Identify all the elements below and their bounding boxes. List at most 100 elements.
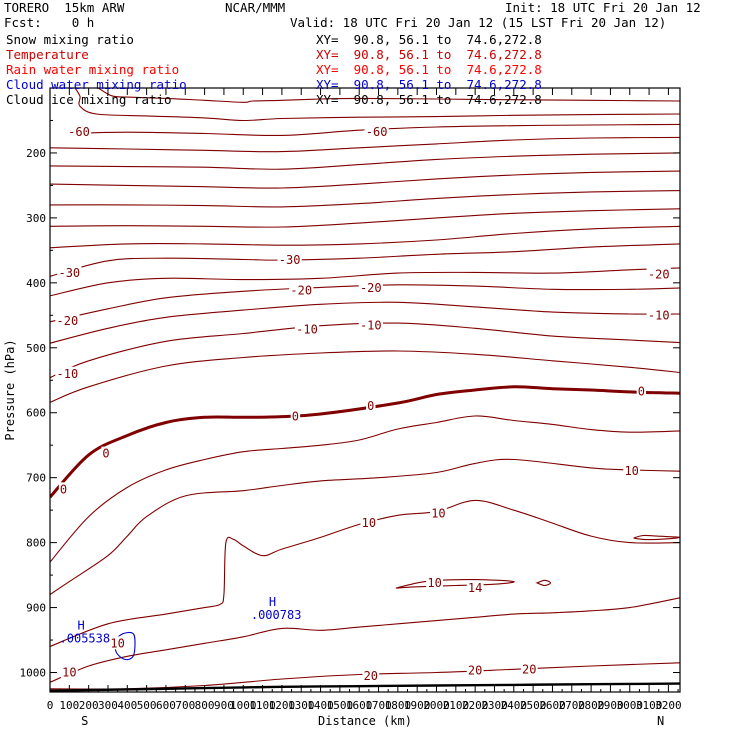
endpoint-north: N	[657, 714, 664, 728]
x-tick-label: 300	[98, 699, 118, 712]
x-tick-label: 2100	[443, 699, 470, 712]
x-tick-label: 3200	[655, 699, 682, 712]
contour-label-bg	[289, 283, 314, 297]
x-tick-label: 500	[137, 699, 157, 712]
temperature-label: 20	[522, 662, 536, 676]
x-tick-label: 2600	[539, 699, 566, 712]
temperature-contour	[50, 152, 680, 170]
x-tick-label: 1400	[307, 699, 334, 712]
y-tick-label: 600	[26, 407, 46, 420]
y-tick-label: 400	[26, 277, 46, 290]
contour-label-bg	[66, 125, 92, 139]
plot-frame	[49, 87, 681, 693]
endpoint-south: S	[81, 714, 88, 728]
contour-label-bg	[623, 464, 641, 478]
temperature-label: -60	[68, 125, 90, 139]
x-tick-label: 1300	[288, 699, 315, 712]
temperature-label: -20	[360, 281, 382, 295]
x-tick-label: 900	[214, 699, 234, 712]
forecast-hour: Fcst: 0 h	[4, 15, 95, 30]
contour-label-bg	[466, 581, 484, 595]
temperature-contour	[74, 88, 680, 122]
x-tick-label: 2800	[578, 699, 605, 712]
temperature-label: 0	[638, 384, 645, 398]
x-tick-label: 3000	[617, 699, 644, 712]
contour-label-bg	[358, 281, 383, 295]
x-tick-label: 2400	[501, 699, 528, 712]
temperature-label: 0	[367, 399, 374, 413]
temperature-contour	[50, 170, 680, 189]
temperature-label: -10	[360, 319, 382, 333]
temperature-contour	[50, 225, 680, 249]
temperature-closed-contour	[633, 534, 680, 541]
temperature-contour	[50, 301, 680, 344]
x-tick-label: 400	[117, 699, 137, 712]
valid-time: Valid: 18 UTC Fri 20 Jan 12 (15 LST Fri …	[290, 15, 667, 30]
x-tick-label: 600	[156, 699, 176, 712]
x-tick-label: 2900	[597, 699, 624, 712]
x-tick-label: 100	[59, 699, 79, 712]
legend-label-cloud-ice: Cloud ice mixing ratio	[6, 92, 172, 107]
init-time: Init: 18 UTC Fri 20 Jan 12	[505, 0, 701, 15]
legend-xy-cloud-water: XY= 90.8, 56.1 to 74.6,272.8	[316, 77, 542, 92]
x-axis-label: Distance (km)	[318, 714, 412, 728]
temperature-contour	[50, 267, 680, 297]
y-tick-label: 500	[26, 342, 46, 355]
temperature-label: 0	[102, 447, 109, 461]
temperature-contour	[50, 499, 680, 648]
contour-label-bg	[646, 308, 671, 322]
x-tick-label: 200	[79, 699, 99, 712]
contour-label-bg	[646, 267, 671, 281]
plot-area: -60 -60 -30 -30 -20 -20 -20 -20 -10 -10 -10 -10 0 0 0 0…	[50, 88, 680, 692]
x-tick-label: 1900	[404, 699, 431, 712]
temperature-label: -20	[290, 284, 312, 298]
x-tick-label: 800	[195, 699, 215, 712]
temperature-contour	[50, 385, 680, 499]
temperature-label: -10	[57, 367, 79, 381]
temperature-closed-contour	[535, 579, 552, 587]
y-tick-label: 800	[26, 537, 46, 550]
temperature-contour	[50, 350, 680, 403]
x-tick-label: 2000	[423, 699, 450, 712]
y-tick-label: 900	[26, 602, 46, 615]
temperature-label: -30	[58, 266, 80, 280]
legend-label-rain: Rain water mixing ratio	[6, 62, 180, 77]
temperature-contour	[50, 458, 680, 596]
x-tick-label: 1500	[327, 699, 354, 712]
legend-xy-temperature: XY= 90.8, 56.1 to 74.6,272.8	[316, 47, 542, 62]
cloud-water-contour	[113, 631, 136, 661]
x-tick-label: 1200	[269, 699, 296, 712]
temperature-label: 14	[468, 581, 482, 595]
cloud-water-max-value: .005538	[60, 631, 111, 645]
temperature-contour	[73, 123, 680, 137]
temperature-label: 0	[60, 482, 67, 496]
temperature-label: -20	[57, 314, 79, 328]
temperature-contour	[50, 243, 680, 277]
legend-xy-cloud-ice: XY= 90.8, 56.1 to 74.6,272.8	[316, 92, 542, 107]
contour-label-bg	[358, 318, 383, 332]
temperature-contour	[50, 415, 680, 563]
temperature-label: 10	[62, 666, 76, 680]
x-tick-label: 2300	[481, 699, 508, 712]
temperature-contour	[50, 208, 680, 228]
contour-label-bg	[360, 516, 378, 530]
x-tick-label: 1800	[385, 699, 412, 712]
x-tick-label: 2700	[559, 699, 586, 712]
x-tick-label: 1100	[249, 699, 276, 712]
x-tick-label: 1000	[230, 699, 257, 712]
temperature-contour	[98, 88, 680, 103]
center-title: NCAR/MMM	[225, 0, 286, 15]
legend-label-cloud-water: Cloud water mixing ratio	[6, 77, 187, 92]
contour-label-bg	[520, 662, 538, 676]
cloud-water-max-symbol: H	[78, 618, 85, 632]
x-tick-label: 2500	[520, 699, 547, 712]
temperature-contour	[50, 190, 680, 208]
legend-label-snow: Snow mixing ratio	[6, 32, 134, 47]
temperature-label: 10	[362, 516, 376, 530]
contour-label-bg	[364, 125, 389, 139]
temperature-label: 10	[431, 506, 445, 520]
legend-label-temperature: Temperature	[6, 47, 89, 62]
contour-label-bg	[294, 322, 320, 336]
temperature-closed-contour	[395, 579, 515, 589]
